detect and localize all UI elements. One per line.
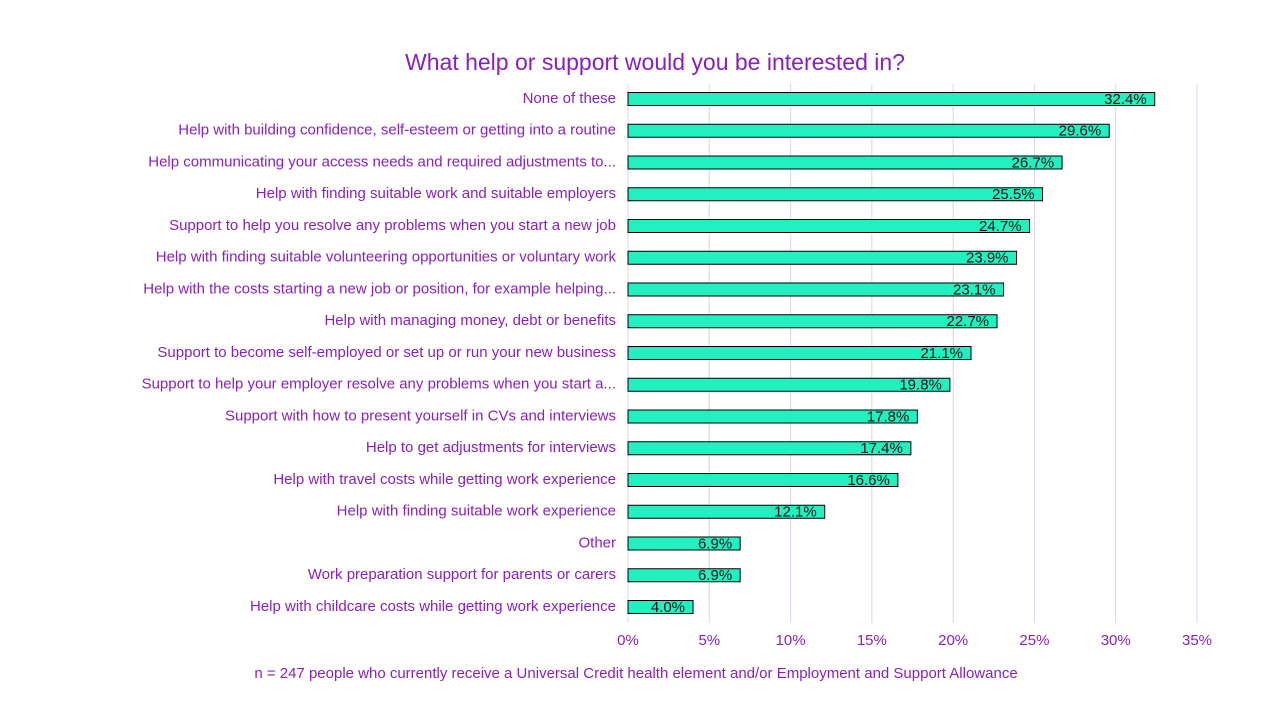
chart-title: What help or support would you be intere… [405, 49, 905, 75]
bar [627, 219, 1031, 233]
bar [627, 441, 912, 456]
y-tick-label: Help with finding suitable work experien… [337, 503, 616, 520]
bar [627, 187, 1044, 202]
bar [627, 250, 1018, 265]
value-label: 17.8% [867, 408, 910, 425]
y-tick-label: Help with the costs starting a new job o… [143, 280, 616, 297]
y-tick-label: Other [578, 534, 616, 551]
value-label: 23.9% [966, 250, 1009, 267]
x-tick-label: 5% [698, 632, 720, 649]
value-label: 17.4% [860, 440, 903, 457]
bar [627, 123, 1110, 138]
value-label: 32.4% [1104, 91, 1147, 108]
bar [627, 92, 1156, 106]
bar [627, 600, 694, 614]
bar [627, 409, 918, 424]
value-label: 19.8% [899, 377, 942, 394]
x-tick-label: 20% [938, 632, 968, 649]
y-tick-label: Help communicating your access needs and… [148, 153, 616, 170]
bar [627, 568, 741, 583]
x-tick-label: 0% [617, 632, 639, 649]
x-tick-label: 10% [776, 632, 806, 649]
value-label: 6.9% [698, 567, 732, 584]
y-tick-label: Support to become self-employed or set u… [157, 344, 616, 361]
value-label: 12.1% [774, 504, 817, 521]
value-label: 29.6% [1059, 123, 1102, 140]
value-label: 23.1% [953, 281, 996, 298]
value-label: 26.7% [1012, 154, 1055, 171]
y-tick-label: Support with how to present yourself in … [225, 407, 616, 424]
y-tick-label: Work preparation support for parents or … [308, 566, 616, 583]
value-label: 21.1% [920, 345, 963, 362]
bar [627, 346, 972, 360]
x-tick-label: 35% [1182, 632, 1212, 649]
bar [627, 504, 826, 519]
y-tick-label: Support to help your employer resolve an… [142, 376, 616, 393]
value-label: 6.9% [698, 535, 732, 552]
x-tick-label: 30% [1101, 632, 1131, 649]
y-tick-label: Help with travel costs while getting wor… [273, 471, 616, 488]
y-tick-label: None of these [523, 90, 616, 107]
y-tick-label: Help with building confidence, self-este… [178, 122, 616, 139]
bar [627, 473, 899, 487]
y-tick-label: Help to get adjustments for interviews [366, 439, 616, 456]
value-label: 25.5% [992, 186, 1035, 203]
y-tick-label: Help with managing money, debt or benefi… [324, 312, 616, 329]
y-tick-label: Support to help you resolve any problems… [169, 217, 616, 234]
x-tick-label: 15% [857, 632, 887, 649]
bar [627, 282, 1005, 297]
bar [627, 377, 951, 392]
y-tick-label: Help with finding suitable volunteering … [156, 249, 617, 266]
value-label: 22.7% [946, 313, 989, 330]
footnote: n = 247 people who currently receive a U… [254, 665, 1017, 682]
y-tick-label: Help with finding suitable work and suit… [256, 185, 616, 202]
value-label: 4.0% [651, 599, 685, 616]
y-tick-label: Help with childcare costs while getting … [250, 598, 616, 615]
bar [627, 314, 998, 329]
value-label: 24.7% [979, 218, 1022, 235]
x-tick-label: 25% [1019, 632, 1049, 649]
bar [627, 155, 1063, 170]
bar [627, 536, 741, 551]
value-label: 16.6% [847, 472, 890, 489]
